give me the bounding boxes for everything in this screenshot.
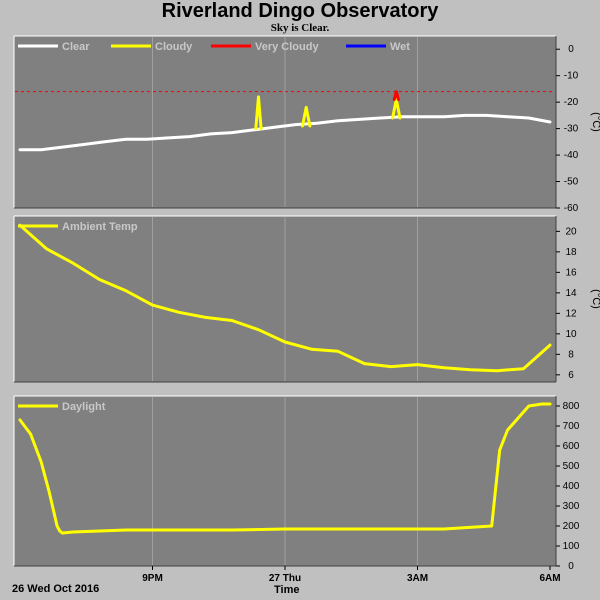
y-tick-label: 200 xyxy=(563,521,580,532)
y-tick-label: 6 xyxy=(568,370,574,381)
series-line-cloudy xyxy=(254,95,263,131)
series-line-clear xyxy=(18,113,552,152)
x-tick-label: 9PM xyxy=(142,573,163,584)
y-tick-label: 20 xyxy=(565,226,577,237)
x-axis-title: Time xyxy=(274,584,300,596)
x-tick-label: 3AM xyxy=(407,573,428,584)
y-tick-label: -50 xyxy=(564,177,579,188)
y-tick-label: 12 xyxy=(565,308,577,319)
legend-label: Cloudy xyxy=(155,41,193,53)
y-tick-label: -30 xyxy=(564,124,579,135)
y-tick-label: -10 xyxy=(564,71,579,82)
date-label: 26 Wed Oct 2016 xyxy=(12,583,100,595)
x-tick-label: 6AM xyxy=(539,573,560,584)
y-tick-label: 16 xyxy=(565,267,577,278)
y-axis-label: (°C) xyxy=(590,289,600,309)
series-line-ambient-temp xyxy=(18,223,552,373)
y-tick-label: 0 xyxy=(568,561,574,572)
y-tick-label: 300 xyxy=(563,501,580,512)
y-tick-label: 8 xyxy=(568,349,574,360)
header: Riverland Dingo Observatory Sky is Clear… xyxy=(0,0,600,36)
legend-label: Daylight xyxy=(62,401,106,413)
x-tick-label: 27 Thu xyxy=(269,573,301,584)
y-tick-label: 500 xyxy=(563,461,580,472)
series-line-cloudy xyxy=(391,98,402,120)
y-tick-label: 14 xyxy=(565,288,577,299)
y-tick-label: -20 xyxy=(564,97,579,108)
y-tick-label: -60 xyxy=(564,203,579,214)
y-tick-label: 0 xyxy=(568,44,574,55)
sky-status: Sky is Clear. xyxy=(270,22,330,34)
series-line-daylight xyxy=(18,402,552,535)
page-title: Riverland Dingo Observatory xyxy=(161,0,439,22)
y-tick-label: 400 xyxy=(563,481,580,492)
y-tick-label: 100 xyxy=(563,541,580,552)
series-line-cloudy xyxy=(301,105,312,128)
y-tick-label: 18 xyxy=(565,247,577,258)
y-tick-label: 700 xyxy=(563,421,580,432)
y-tick-label: 800 xyxy=(563,401,580,412)
y-tick-label: -40 xyxy=(564,150,579,161)
legend-label: Ambient Temp xyxy=(62,221,138,233)
y-tick-label: 10 xyxy=(565,329,577,340)
y-tick-label: 600 xyxy=(563,441,580,452)
y-axis-label: (°C) xyxy=(590,112,600,132)
legend-label: Wet xyxy=(390,41,410,53)
series-line-very-cloudy xyxy=(392,90,400,101)
legend-label: Very Cloudy xyxy=(255,41,319,53)
legend-label: Clear xyxy=(62,41,90,53)
